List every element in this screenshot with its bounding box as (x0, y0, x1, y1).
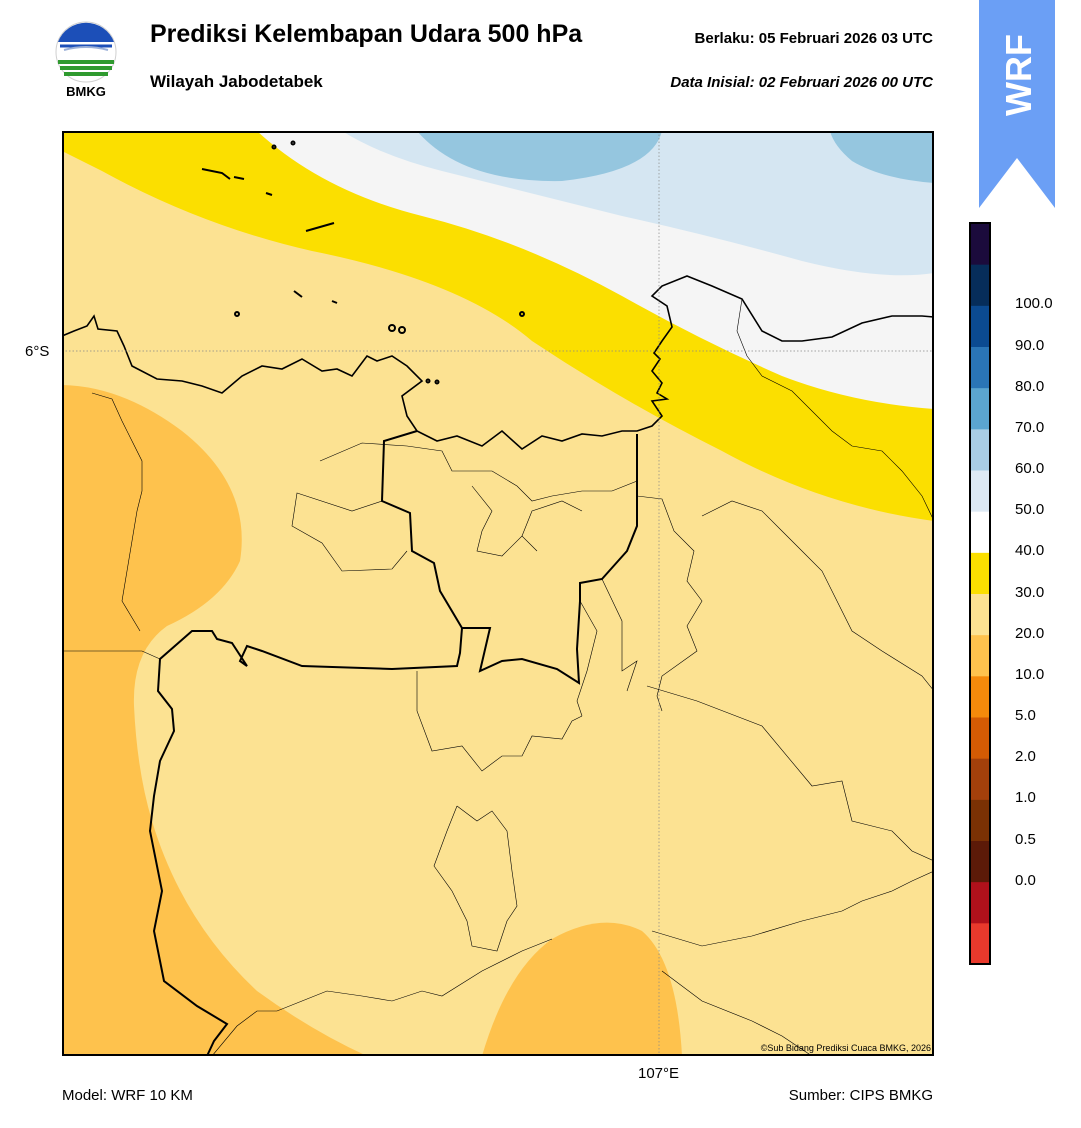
colorbar-label: 10.0 (1015, 665, 1045, 683)
colorbar-swatch (970, 717, 990, 759)
credit-text: ©Sub Bidang Prediksi Cuaca BMKG, 2026 (760, 1043, 931, 1053)
map-subtitle: Wilayah Jabodetabek (150, 72, 323, 91)
colorbar-label: 60.0 (1015, 460, 1045, 477)
colorbar-swatch (970, 593, 990, 636)
wrf-badge-text: WRF (979, 20, 1055, 130)
coastline (62, 275, 934, 451)
latitude-label: 6°S (25, 343, 50, 360)
humidity-map (62, 131, 934, 1056)
colorbar-label: 100.0 (1015, 295, 1053, 313)
colorbar-label: 90.0 (1015, 336, 1045, 354)
colorbar-swatch (970, 922, 990, 965)
colorbar-swatch (970, 387, 990, 430)
logo-text: BMKG (66, 84, 106, 99)
longitude-label: 107°E (638, 1065, 680, 1082)
colorbar-label: 40.0 (1015, 542, 1045, 560)
colorbar-swatch (970, 223, 990, 265)
svg-text:WRF: WRF (998, 34, 1039, 116)
colorbar-swatch (970, 675, 990, 718)
colorbar-label: 30.0 (1015, 583, 1045, 601)
colorbar-label: 2.0 (1015, 748, 1036, 766)
colorbar-swatch (970, 799, 990, 841)
bmkg-logo-icon (50, 18, 122, 104)
valid-time: Berlaku: 05 Februari 2026 03 UTC (694, 30, 933, 47)
colorbar-swatch (970, 511, 990, 553)
init-time: Data Inisial: 02 Februari 2026 00 UTC (670, 74, 933, 91)
humidity-band-60-70-b (830, 131, 934, 183)
wrf-badge (979, 0, 1055, 208)
colorbar-swatch (970, 470, 990, 512)
humidity-band-10-20-left (62, 385, 367, 1056)
colorbar-label: 1.0 (1015, 789, 1036, 807)
colorbar-label: 80.0 (1015, 377, 1045, 395)
province-border (380, 430, 638, 685)
source-info: Sumber: CIPS BMKG (788, 1087, 933, 1104)
colorbar-swatch (970, 346, 990, 389)
colorbar-label: 70.0 (1015, 418, 1045, 436)
map-title: Prediksi Kelembapan Udara 500 hPa (150, 20, 583, 48)
colorbar-swatch (970, 552, 990, 594)
colorbar-label: 0.5 (1015, 830, 1036, 848)
colorbar (969, 222, 991, 965)
colorbar-swatch (970, 840, 990, 883)
colorbar-label: 5.0 (1015, 707, 1036, 724)
islands (201, 140, 525, 385)
map-frame (62, 131, 934, 1056)
colorbar-swatch (970, 305, 990, 347)
colorbar-swatch (970, 428, 990, 471)
colorbar-swatch (970, 634, 990, 677)
colorbar-label: 0.0 (1015, 871, 1036, 889)
humidity-band-10-20-bottom (482, 922, 682, 1056)
colorbar-swatch (970, 264, 990, 306)
humidity-band-60-70-a (417, 131, 662, 182)
model-info: Model: WRF 10 KM (62, 1087, 193, 1104)
colorbar-label: 50.0 (1015, 501, 1045, 519)
regency-borders (62, 298, 934, 1056)
colorbar-swatch (970, 758, 990, 800)
colorbar-label: 20.0 (1015, 624, 1045, 642)
colorbar-swatch (970, 881, 990, 924)
